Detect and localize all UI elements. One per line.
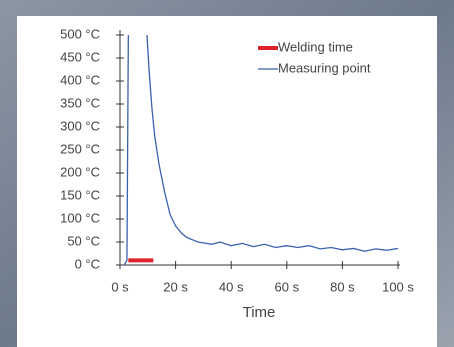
y-tick-label: 250 °C [60,141,100,156]
y-tick-label: 300 °C [60,118,100,133]
y-tick-label: 150 °C [60,187,100,202]
x-tick-label: 0 s [111,279,129,294]
x-axis-label: Time [243,304,276,321]
y-tick-label: 450 °C [60,49,100,64]
x-tick-label: 40 s [219,279,244,294]
plot-area [123,35,399,266]
legend-label: Measuring point [278,60,371,75]
y-tick-label: 100 °C [60,210,100,225]
x-tick-label: 100 s [382,279,414,294]
x-tick-label: 60 s [275,279,300,294]
y-tick-label: 0 °C [75,256,100,271]
y-tick-label: 400 °C [60,72,100,87]
series-line [123,35,399,266]
y-tick-label: 50 °C [67,233,100,248]
y-tick-label: 350 °C [60,95,100,110]
y-tick-label: 200 °C [60,164,100,179]
x-tick-label: 80 s [330,279,355,294]
y-tick-label: 500 °C [60,26,100,41]
panel [17,16,437,347]
legend-label: Welding time [278,39,353,54]
x-tick-label: 20 s [163,279,188,294]
